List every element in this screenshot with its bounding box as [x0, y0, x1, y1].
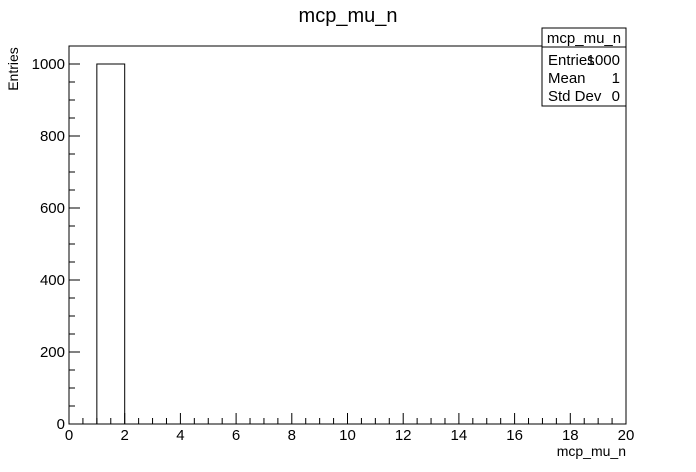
y-axis-label: Entries — [5, 47, 21, 91]
bars-group — [96, 63, 126, 425]
x-tick-label: 10 — [339, 427, 356, 444]
x-tick-label: 6 — [232, 427, 240, 444]
x-tick-label: 4 — [176, 427, 184, 444]
x-tick-label: 16 — [506, 427, 523, 444]
stats-stddev-label: Std Dev — [548, 88, 602, 105]
stats-entries-value: 1000 — [587, 52, 620, 69]
x-tick-label: 20 — [618, 427, 635, 444]
x-tick-label: 18 — [562, 427, 579, 444]
y-tick-label: 800 — [40, 128, 65, 145]
x-tick-label: 8 — [288, 427, 296, 444]
x-axis-label: mcp_mu_n — [557, 443, 626, 459]
stats-mean-value: 1 — [612, 70, 620, 87]
histogram-bar-0 — [96, 63, 126, 425]
y-tick-label: 1000 — [32, 56, 65, 73]
y-tick-label: 0 — [57, 416, 65, 433]
y-tick-label: 200 — [40, 344, 65, 361]
y-tick-label: 400 — [40, 272, 65, 289]
x-tick-label: 14 — [451, 427, 468, 444]
x-ticks-group: 0 2 4 6 8 10 12 14 16 18 20 — [65, 413, 635, 444]
y-tick-label: 600 — [40, 200, 65, 217]
chart-title: mcp_mu_n — [299, 5, 398, 27]
stats-stddev-value: 0 — [612, 88, 620, 105]
stats-mean-label: Mean — [548, 70, 586, 87]
x-tick-label: 0 — [65, 427, 73, 444]
x-tick-label: 2 — [121, 427, 129, 444]
stats-box-title: mcp_mu_n — [547, 30, 621, 47]
x-tick-label: 12 — [395, 427, 412, 444]
stats-box: mcp_mu_n Entries 1000 Mean 1 Std Dev 0 — [541, 27, 627, 107]
stats-box-frame — [541, 27, 627, 107]
y-ticks-group: 0 200 400 600 800 1000 — [32, 45, 80, 433]
stats-entries-label: Entries — [548, 52, 595, 69]
